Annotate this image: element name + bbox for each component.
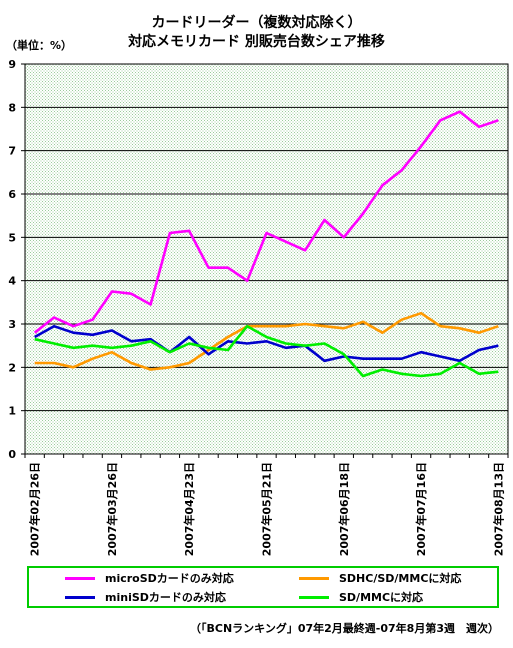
series-line-3 xyxy=(34,324,499,378)
plot-area xyxy=(24,63,509,455)
x-axis: 2007年02月26日 2007年03月26日 2007年04月23日 2007年05… xyxy=(24,454,509,556)
legend-swatch-sdmmc xyxy=(299,595,329,599)
x-tick-label-6: 2007年08月13日 xyxy=(491,462,505,556)
legend-swatch-microsd xyxy=(65,576,95,580)
legend-swatch-minisd xyxy=(65,595,95,599)
x-tick-label-4: 2007年06月18日 xyxy=(337,462,351,556)
y-tick-label-0: 0 xyxy=(8,448,16,461)
x-tick-label-2: 2007年04月23日 xyxy=(182,462,196,556)
y-tick-label-3: 3 xyxy=(8,318,16,331)
y-axis: 0 1 2 3 4 5 6 7 8 9 xyxy=(8,58,25,461)
legend-swatch-sdhc xyxy=(299,576,329,580)
chart-title-line2: 対応メモリカード 別販売台数シェア推移 xyxy=(128,34,385,50)
y-tick-label-2: 2 xyxy=(8,361,16,374)
source-note: （「BCNランキング」07年2月最終週-07年8月第3週 週次） xyxy=(190,622,499,635)
legend-item-sdhc: SDHC/SD/MMCに対応 xyxy=(299,570,461,586)
x-tick-label-5: 2007年07月16日 xyxy=(414,462,428,556)
series-line-0 xyxy=(33,110,499,334)
x-tick-label-1: 2007年03月26日 xyxy=(105,462,119,556)
chart-title-line1: カードリーダー（複数対応除く） xyxy=(151,15,362,31)
x-tick-label-3: 2007年05月21日 xyxy=(260,462,274,556)
series-line-1 xyxy=(34,311,499,371)
x-tick-label-0: 2007年02月26日 xyxy=(28,462,42,556)
y-tick-label-8: 8 xyxy=(8,101,16,114)
series-line-2 xyxy=(34,324,499,363)
y-tick-label-1: 1 xyxy=(8,405,16,418)
y-tick-label-7: 7 xyxy=(8,145,16,158)
legend-label-minisd: miniSDカードのみ対応 xyxy=(105,591,226,604)
series-lines xyxy=(33,110,499,378)
y-tick-label-5: 5 xyxy=(8,231,16,244)
y-unit-label: （単位：%） xyxy=(6,39,73,52)
y-tick-label-4: 4 xyxy=(8,275,16,288)
legend-label-microsd: microSDカードのみ対応 xyxy=(105,572,234,585)
gridlines xyxy=(25,106,508,412)
y-tick-label-9: 9 xyxy=(8,58,16,71)
legend-item-minisd: miniSDカードのみ対応 xyxy=(65,589,226,605)
legend-item-sdmmc: SD/MMCに対応 xyxy=(299,589,423,605)
legend-item-microsd: microSDカードのみ対応 xyxy=(65,570,234,586)
legend-label-sdmmc: SD/MMCに対応 xyxy=(339,591,424,604)
y-tick-label-6: 6 xyxy=(8,188,16,201)
legend: microSDカードのみ対応 SDHC/SD/MMCに対応 miniSDカードの… xyxy=(27,566,499,608)
legend-label-sdhc: SDHC/SD/MMCに対応 xyxy=(339,572,462,585)
